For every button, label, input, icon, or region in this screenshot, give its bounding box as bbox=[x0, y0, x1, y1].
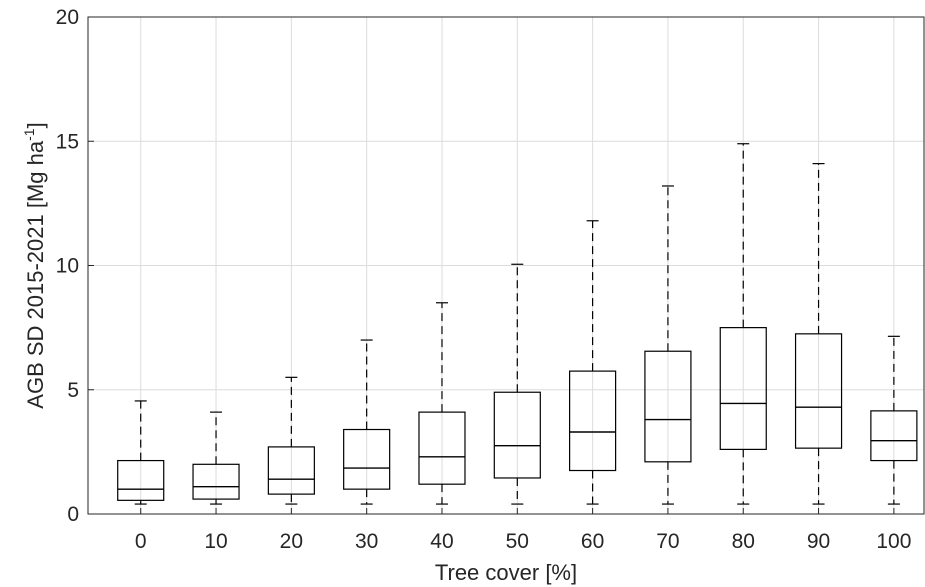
box-plot-60 bbox=[569, 220, 617, 505]
box-iqr bbox=[192, 463, 240, 500]
y-tick-label: 20 bbox=[56, 6, 79, 29]
box-plot-50 bbox=[493, 263, 541, 505]
box-plot-0 bbox=[117, 400, 165, 505]
box-plot-70 bbox=[644, 185, 692, 505]
x-tick-label: 80 bbox=[732, 530, 755, 553]
x-tick-label: 50 bbox=[506, 530, 529, 553]
x-axis-title: Tree cover [%] bbox=[435, 560, 577, 585]
box-plot-30 bbox=[343, 339, 391, 505]
x-tick-label: 0 bbox=[135, 530, 147, 553]
box-iqr bbox=[719, 327, 767, 450]
box-iqr bbox=[493, 391, 541, 479]
box-plot-100 bbox=[870, 335, 918, 505]
plot-area bbox=[87, 16, 925, 515]
y-tick-label: 5 bbox=[67, 379, 79, 402]
x-tick-label: 90 bbox=[807, 530, 830, 553]
x-tick-label: 60 bbox=[581, 530, 604, 553]
y-axis-ticks: 0 5 10 15 20 bbox=[56, 6, 94, 526]
box-iqr bbox=[569, 370, 617, 472]
box-iqr bbox=[117, 459, 165, 501]
box-plot-90 bbox=[794, 163, 843, 505]
box-iqr bbox=[343, 428, 391, 490]
x-axis-ticks: 0 10 20 30 40 50 60 70 80 90 100 bbox=[135, 508, 911, 553]
box-plot-20 bbox=[267, 376, 315, 505]
y-tick-label: 15 bbox=[56, 130, 79, 153]
x-tick-label: 10 bbox=[204, 530, 227, 553]
y-tick-label: 10 bbox=[56, 255, 79, 278]
x-tick-label: 70 bbox=[656, 530, 679, 553]
box-plot-80 bbox=[719, 143, 767, 505]
x-tick-label: 100 bbox=[876, 530, 911, 553]
box-iqr bbox=[794, 333, 843, 449]
box-iqr bbox=[870, 410, 918, 462]
y-tick-label: 0 bbox=[67, 503, 79, 526]
box-iqr bbox=[644, 350, 692, 463]
box-series bbox=[117, 143, 918, 505]
y-axis-title-main: AGB SD 2015-2021 [Mg ha bbox=[23, 140, 48, 409]
box-iqr bbox=[418, 411, 466, 485]
y-axis-title: AGB SD 2015-2021 [Mg ha-1] bbox=[21, 122, 48, 408]
x-tick-label: 40 bbox=[430, 530, 453, 553]
x-tick-label: 30 bbox=[355, 530, 378, 553]
y-axis-title-close: ] bbox=[23, 122, 48, 128]
box-plot-40 bbox=[418, 302, 466, 505]
box-iqr bbox=[267, 446, 315, 495]
x-tick-label: 20 bbox=[280, 530, 303, 553]
y-axis-title-superscript: -1 bbox=[21, 128, 37, 141]
box-plot-10 bbox=[192, 411, 240, 505]
